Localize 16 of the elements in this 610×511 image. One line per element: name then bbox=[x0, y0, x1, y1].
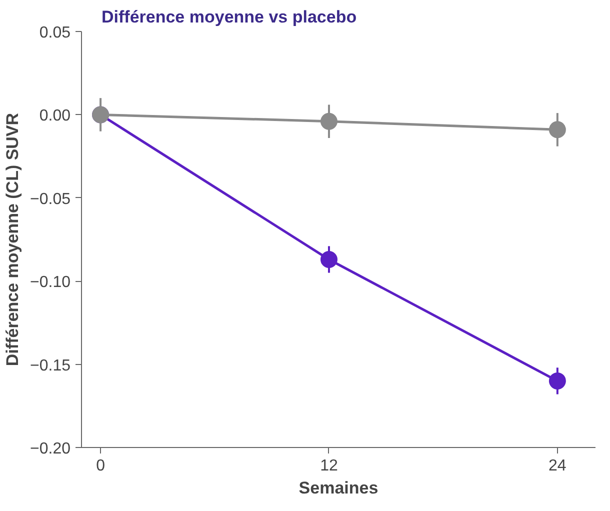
x-tick-label: 24 bbox=[548, 458, 566, 474]
y-tick-label: −0.10 bbox=[30, 274, 71, 292]
chart-title: Différence moyenne vs placebo bbox=[102, 8, 357, 26]
y-tick-label: 0.05 bbox=[39, 24, 71, 42]
x-tick-label: 12 bbox=[320, 458, 338, 474]
x-axis-title: Semaines bbox=[298, 478, 378, 498]
y-axis-title: Différence moyenne (CL) SUVR bbox=[3, 112, 22, 366]
y-tick-label: −0.15 bbox=[30, 357, 71, 374]
point bbox=[320, 112, 338, 130]
point bbox=[548, 372, 566, 390]
y-tick-label: 0.00 bbox=[39, 108, 71, 125]
point bbox=[320, 250, 338, 268]
y-tick-label: −0.20 bbox=[30, 440, 71, 458]
x-tick-label: 0 bbox=[96, 458, 106, 474]
y-tick-label: −0.05 bbox=[30, 190, 71, 208]
point bbox=[548, 121, 566, 138]
